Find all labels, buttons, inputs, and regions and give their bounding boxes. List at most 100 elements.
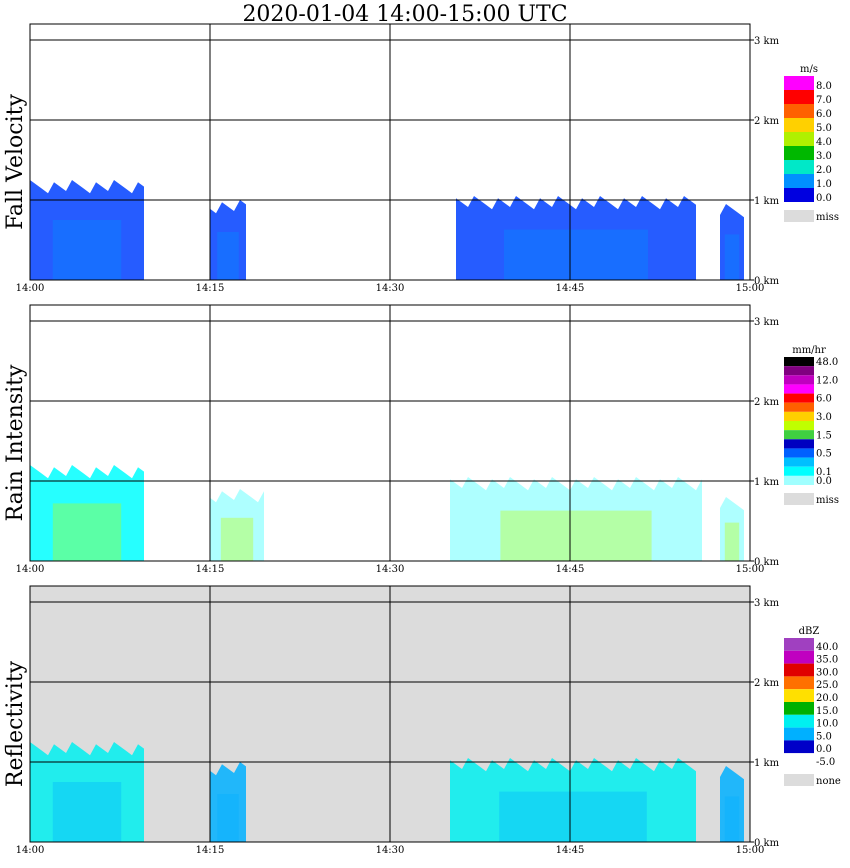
legend-swatch <box>784 638 814 651</box>
x-tick-label: 14:15 <box>196 564 225 575</box>
x-tick-label: 14:00 <box>16 283 45 294</box>
echo-core <box>217 794 239 842</box>
legend-swatch <box>784 466 814 476</box>
legend-label: miss <box>816 495 839 506</box>
legend-swatch <box>784 357 814 367</box>
legend: dBZ 40.0 35.030.0 25.0 20.0 15.0 10.05.0 0.0 -5.… <box>784 626 841 787</box>
legend-swatch <box>784 132 814 146</box>
y-tick-label: 3 km <box>754 598 780 609</box>
echo-core <box>500 510 652 561</box>
echo-core <box>504 229 648 280</box>
legend-label: 5.0 <box>816 123 832 134</box>
legend-label: 12.0 <box>816 375 838 386</box>
echo-core <box>724 796 740 842</box>
panel-label: Reflectivity <box>3 660 28 787</box>
legend-swatch <box>784 714 814 728</box>
echo-core <box>52 782 122 842</box>
legend-swatch <box>784 430 814 440</box>
legend-swatch <box>784 676 814 690</box>
x-tick-label: 14:45 <box>556 283 585 294</box>
legend-unit: m/s <box>800 64 818 75</box>
y-tick-label: 1 km <box>754 758 780 769</box>
echo-region <box>720 204 744 280</box>
legend-label: -5.0 <box>816 757 835 768</box>
y-tick-label: 1 km <box>754 477 780 488</box>
echo-region <box>30 465 144 561</box>
legend-swatch-missing <box>784 210 814 222</box>
y-tick-label: 0 km <box>754 838 780 849</box>
y-tick-label: 2 km <box>754 116 780 127</box>
plot-frame <box>29 23 751 281</box>
legend-swatch <box>784 439 814 449</box>
legend-unit: dBZ <box>799 626 820 637</box>
legend-label: 8.0 <box>816 81 832 92</box>
legend-swatch <box>784 174 814 188</box>
legend-swatch <box>784 421 814 431</box>
legend-label: 3.0 <box>816 412 832 423</box>
panel-label: Rain Intensity <box>3 364 28 521</box>
legend-label: 48.0 <box>816 357 838 368</box>
echo-region <box>456 196 696 280</box>
panel-reflectivity: 0 km 1 km 2 km 3 km 14:00 14:15 14:30 14:45 15:0… <box>3 585 841 856</box>
plot-frame <box>29 304 751 562</box>
legend-swatch <box>784 448 814 458</box>
legend-label: miss <box>816 212 839 223</box>
echo-region <box>210 200 246 280</box>
legend-swatch <box>784 104 814 118</box>
echo-core <box>220 517 254 561</box>
y-tick-label: 2 km <box>754 678 780 689</box>
y-tick-label: 0 km <box>754 276 780 287</box>
legend-label: 0.1 <box>816 467 832 478</box>
legend-label: 2.0 <box>816 165 832 176</box>
legend-swatch-missing <box>784 774 814 786</box>
legend-label: 0.0 <box>816 193 832 204</box>
legend-swatch-missing <box>784 493 814 505</box>
legend-swatch <box>784 689 814 702</box>
x-tick-label: 14:15 <box>196 845 225 856</box>
echo-core <box>52 503 122 561</box>
legend-label: none <box>816 776 841 787</box>
y-tick-label: 2 km <box>754 397 780 408</box>
legend-swatch <box>784 146 814 160</box>
x-tick-label: 15:00 <box>736 283 765 294</box>
y-tick-label: 3 km <box>754 317 780 328</box>
legend-swatch <box>784 475 814 485</box>
legend-swatch <box>784 753 814 766</box>
echo-core <box>724 522 740 561</box>
legend-swatch <box>784 188 814 202</box>
echo-core <box>724 234 740 280</box>
legend-swatch <box>784 118 814 132</box>
legend-swatch <box>784 663 814 677</box>
legend-label: 15.0 <box>816 706 838 717</box>
legend-label: 0.0 <box>816 476 832 487</box>
legend-label: 3.0 <box>816 151 832 162</box>
legend-swatch <box>784 457 814 467</box>
legend-label: 1.5 <box>816 430 832 441</box>
x-tick-label: 14:00 <box>16 845 45 856</box>
legend-swatch <box>784 160 814 174</box>
legend-unit: mm/hr <box>792 345 826 356</box>
legend-swatch <box>784 393 814 403</box>
x-tick-label: 14:30 <box>376 845 405 856</box>
x-tick-label: 14:00 <box>16 564 45 575</box>
legend-swatch <box>784 375 814 385</box>
echo-core <box>52 220 122 280</box>
echo-region <box>30 180 144 280</box>
panel-label: Fall Velocity <box>3 94 28 230</box>
x-tick-label: 15:00 <box>736 845 765 856</box>
legend-swatch <box>784 411 814 421</box>
legend-swatch <box>784 76 814 90</box>
x-tick-label: 14:45 <box>556 845 585 856</box>
x-tick-label: 14:30 <box>376 283 405 294</box>
x-tick-label: 14:45 <box>556 564 585 575</box>
legend-swatch <box>784 366 814 376</box>
echo-region <box>210 489 264 561</box>
legend-label: 40.0 <box>816 642 838 653</box>
panel-fall-velocity: 0 km 1 km 2 km 3 km 14:00 14:15 14:30 14:45 15:0… <box>3 23 839 294</box>
legend-swatch <box>784 740 814 754</box>
x-tick-label: 14:30 <box>376 564 405 575</box>
echo-region <box>450 758 696 842</box>
legend-label: 0.0 <box>816 744 832 755</box>
